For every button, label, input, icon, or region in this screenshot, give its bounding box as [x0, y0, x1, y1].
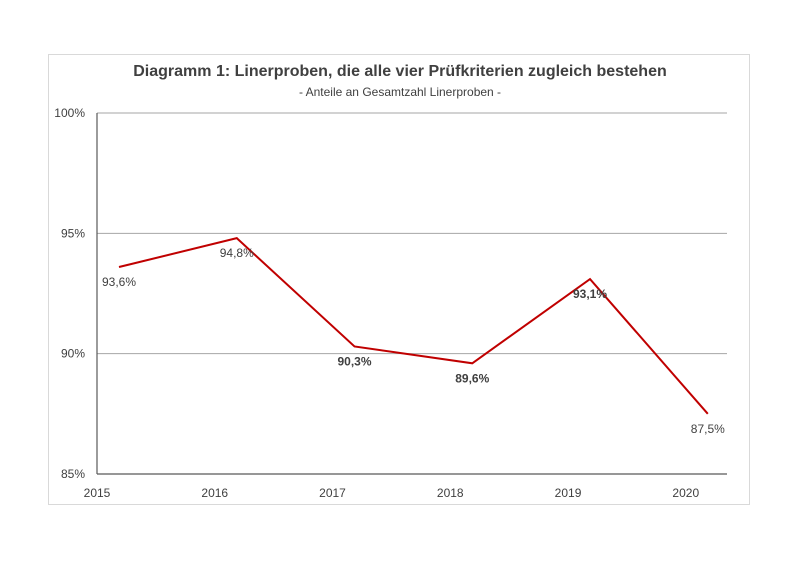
y-tick-label: 90% — [61, 347, 85, 361]
data-label: 94,8% — [220, 246, 254, 260]
chart-subtitle: - Anteile an Gesamtzahl Linerproben - — [298, 85, 502, 99]
chart-title: Diagramm 1: Linerproben, die alle vier P… — [133, 63, 667, 80]
x-tick-label: 2020 — [672, 486, 699, 500]
data-label: 87,5% — [691, 422, 725, 436]
x-tick-label: 2019 — [555, 486, 582, 500]
data-label: 90,3% — [337, 354, 371, 368]
data-label: 93,6% — [102, 275, 136, 289]
x-tick-label: 2015 — [84, 486, 111, 500]
data-label: 93,1% — [573, 287, 607, 301]
data-label: 89,6% — [455, 371, 489, 385]
x-tick-label: 2017 — [319, 486, 346, 500]
y-tick-label: 100% — [54, 106, 85, 120]
chart-frame: Diagramm 1: Linerproben, die alle vier P… — [48, 54, 750, 505]
y-tick-label: 85% — [61, 467, 85, 481]
x-tick-label: 2018 — [437, 486, 464, 500]
x-tick-label: 2016 — [201, 486, 228, 500]
y-tick-label: 95% — [61, 226, 85, 240]
series-line — [118, 237, 709, 415]
